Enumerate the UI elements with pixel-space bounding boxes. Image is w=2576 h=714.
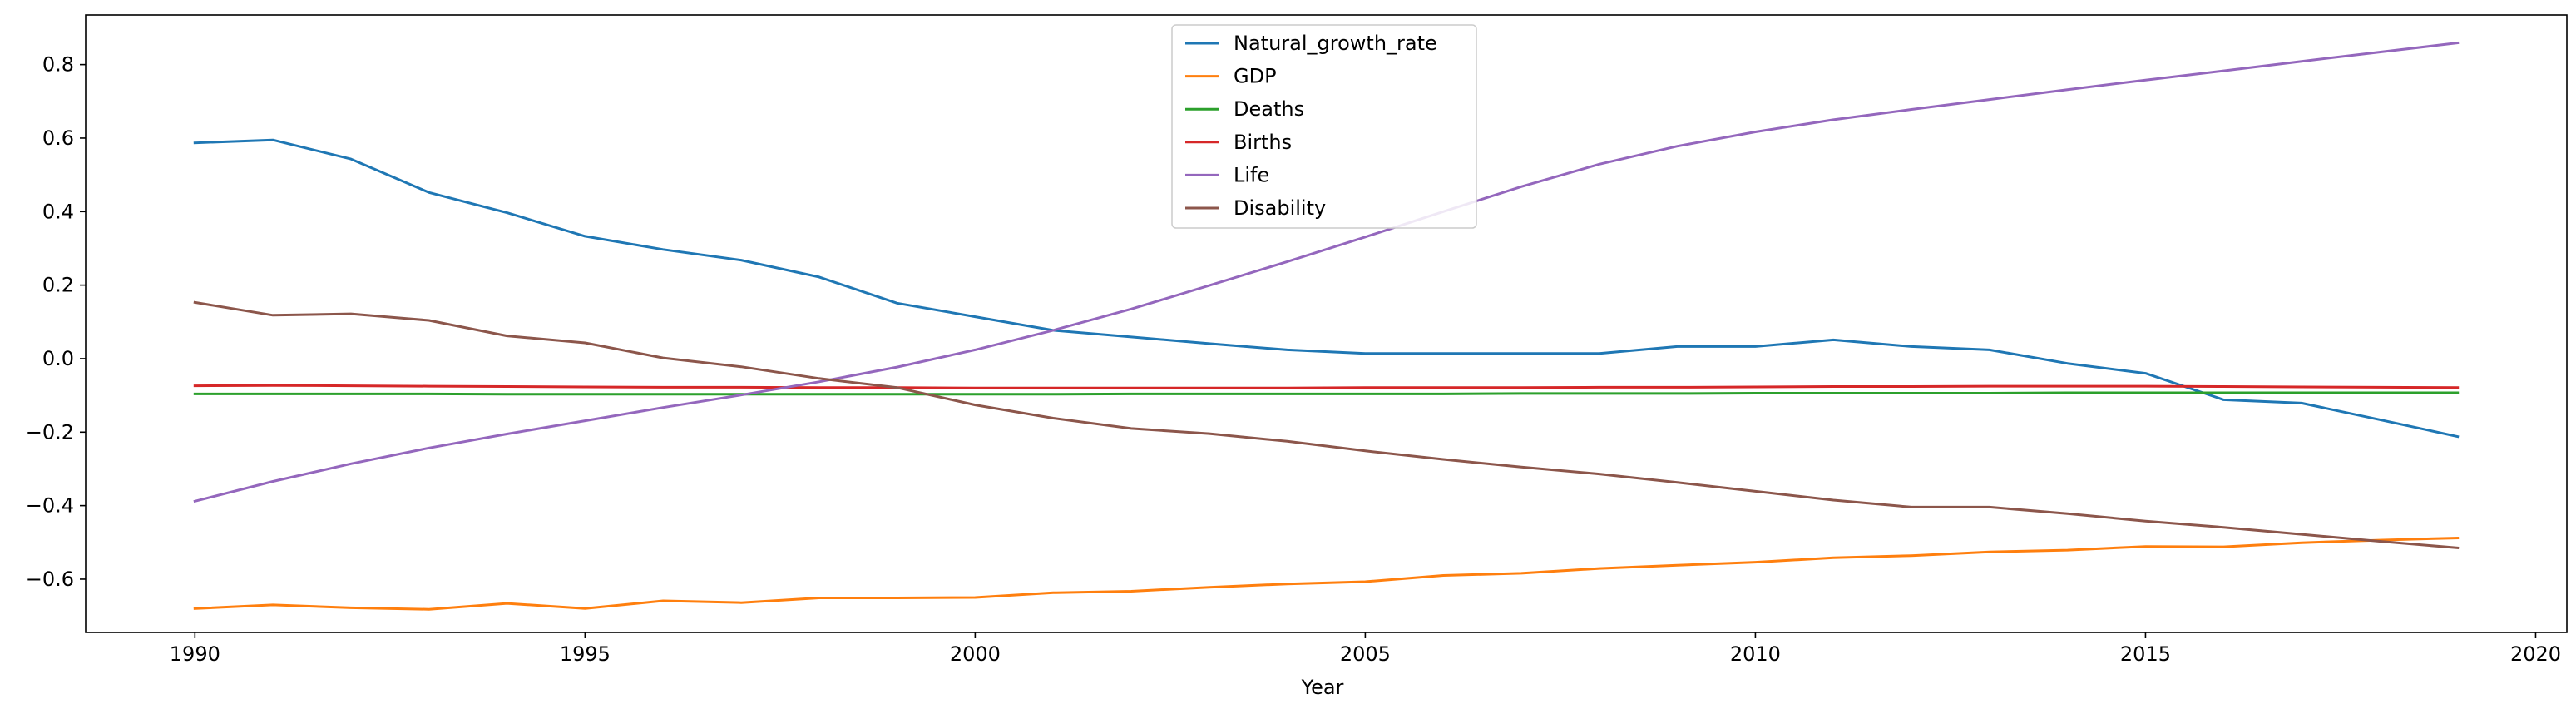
- x-tick-label: 1995: [560, 642, 611, 666]
- plot-frame: [85, 14, 2568, 633]
- series-line-life: [193, 41, 2460, 503]
- x-tick-label: 2000: [950, 642, 1001, 666]
- legend-label: Deaths: [1234, 97, 1304, 121]
- y-tick-label: −0.4: [26, 494, 74, 518]
- series-line-deaths: [193, 391, 2460, 396]
- y-tick-label: 0.4: [42, 200, 74, 223]
- y-axis: −0.6 −0.4 −0.2 0.0 0.2 0.4 0.6 0.8: [26, 53, 86, 591]
- x-tick-label: 2010: [1730, 642, 1781, 666]
- x-axis-label: Year: [1301, 676, 1344, 699]
- y-tick-label: 0.6: [42, 126, 74, 150]
- legend-label: Life: [1234, 163, 1269, 186]
- y-tick-label: 0.0: [42, 347, 74, 370]
- legend-label: Births: [1234, 131, 1292, 154]
- y-tick-label: 0.8: [42, 53, 74, 77]
- x-tick-label: 2020: [2510, 642, 2561, 666]
- y-tick-label: −0.2: [26, 420, 74, 444]
- x-tick-label: 1990: [170, 642, 220, 666]
- series-line-gdp: [193, 536, 2460, 611]
- legend-label: Disability: [1234, 196, 1326, 220]
- legend-label: GDP: [1234, 65, 1277, 88]
- x-tick-label: 2015: [2120, 642, 2171, 666]
- legend-label: Natural_growth_rate: [1234, 32, 1437, 55]
- series-line-births: [193, 384, 2460, 389]
- y-tick-label: 0.2: [42, 274, 74, 297]
- legend: Natural_growth_rate GDP Deaths Births Life Di…: [1171, 24, 1477, 229]
- legend-box: [1171, 24, 1477, 229]
- series-layer: [193, 41, 2460, 611]
- series-line-natural-growth-rate: [193, 138, 2460, 439]
- series-line-disability: [193, 300, 2460, 550]
- x-axis: 1990 1995 2000 2005 2010 2015 2020: [170, 632, 2561, 666]
- y-tick-label: −0.6: [26, 568, 74, 591]
- x-tick-label: 2005: [1340, 642, 1391, 666]
